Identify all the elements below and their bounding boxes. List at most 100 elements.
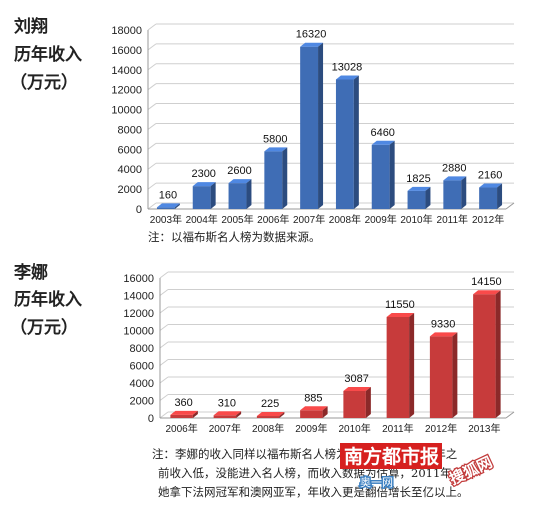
chart2-bar-top (170, 410, 198, 415)
chart1-bar-side (425, 186, 431, 209)
chart2-y-tick-label: 4000 (130, 378, 154, 390)
chart1-y-tick-label: 2000 (118, 184, 142, 196)
watermark-paper: 南方都市报 (344, 445, 439, 468)
watermark: 南方都市报 奥一网 搜狐网 (340, 443, 496, 491)
chart1-x-tick-label: 2011年 (437, 213, 469, 226)
chart2-bar (300, 406, 328, 418)
chart1-bar-front (300, 46, 319, 209)
chart1-bar-top (479, 183, 503, 188)
chart2-grid-slant (159, 306, 169, 314)
chart2-data-label: 14150 (471, 276, 502, 288)
chart1-bar-front (335, 79, 354, 209)
chart2-bar-side (236, 411, 242, 418)
chart1-grid-slant (147, 123, 157, 130)
chart2-bar-top (213, 411, 242, 416)
chart1-y-tick-label: 4000 (118, 164, 142, 176)
chart2-bar-side (409, 312, 415, 418)
chart2-x-tick-label: 2007年 (209, 422, 241, 435)
chart2-bar-top (386, 312, 415, 317)
chart2-data-label: 360 (174, 397, 192, 409)
chart1-bar-side (210, 182, 216, 209)
chart1-grid-slant (147, 43, 157, 51)
chart2-data-label: 885 (304, 392, 322, 404)
chart1-bar-front (156, 207, 175, 209)
chart2-bar-top (473, 290, 501, 295)
chart2-grid-slant (159, 394, 169, 401)
chart1-title-line2: 历年收入 (14, 44, 82, 65)
chart1-floor-edge (505, 202, 515, 210)
chart1-bar-front (264, 151, 283, 209)
chart1-grid-slant (147, 202, 157, 210)
chart2-bar-front (213, 415, 237, 418)
chart1-data-label: 6460 (370, 127, 394, 139)
chart1-data-label: 5800 (263, 133, 287, 145)
chart2-title-line1: 李娜 (14, 262, 48, 283)
chart2-bar-front (473, 294, 496, 418)
chart1-grid-slant (147, 23, 157, 31)
chart2-bar-front (429, 336, 453, 418)
chart2-title-line3: （万元） (10, 317, 78, 338)
chart1-x-tick-label: 2010年 (400, 213, 432, 226)
chart2-note-line3: 她拿下法网冠军和澳网亚军，年收入更是翻倍增长至亿以上。 (158, 485, 469, 499)
chart1-title: 刘翔 历年收入 （万元） (10, 16, 82, 93)
chart1-y-tick-label: 16000 (111, 45, 142, 57)
chart1-bar-side (497, 183, 503, 209)
chart1-data-label: 2600 (227, 165, 251, 177)
chart2-data-label: 310 (218, 397, 236, 409)
chart1-bar (264, 147, 288, 209)
chart1-bar-front (407, 190, 426, 209)
chart2-note-line2: 前收入低，没能进入名人榜，而收入数据为估算，2011年 (158, 466, 452, 480)
chart1-grid-slant (147, 142, 157, 150)
chart2-grid-slant (159, 341, 169, 349)
chart1-bar (479, 183, 503, 209)
chart2-bar (386, 312, 415, 418)
chart1-bar-side (353, 75, 359, 209)
watermark-paper-box (340, 443, 442, 469)
chart1-bar-front (228, 183, 247, 209)
chart1-x-tick-label: 2007年 (293, 213, 325, 226)
chart2-y-tick-label: 10000 (123, 326, 154, 338)
chart1-x-tick-label: 2003年 (150, 213, 182, 226)
chart2-grid-slant (159, 411, 169, 419)
watermark-site: 奥一网 (360, 475, 393, 489)
chart2-bar-front (170, 414, 193, 418)
chart1-title-line1: 刘翔 (14, 16, 48, 37)
chart2-y-tick-label: 8000 (130, 343, 154, 355)
chart1-bar-top (335, 75, 359, 80)
chart2-bar-top (343, 386, 371, 391)
chart1-bar-top (371, 140, 395, 145)
chart1-data-label: 1825 (406, 173, 430, 185)
chart1-bar-side (282, 147, 288, 209)
chart2-bar-side (452, 332, 458, 418)
chart2-bar (256, 412, 285, 418)
chart2-grid-slant (159, 324, 169, 331)
chart1-y-tick-label: 10000 (111, 105, 142, 117)
chart1-y-tick-label: 0 (136, 204, 142, 216)
chart2-title-line2: 历年收入 (14, 289, 82, 310)
chart1-bar-front (479, 187, 498, 209)
chart2-grid-slant (159, 289, 169, 296)
chart1-bar (335, 75, 359, 209)
chart1-bar-top (264, 147, 288, 152)
chart2-data-label: 3087 (344, 373, 368, 385)
chart1-x-tick-label: 2008年 (329, 213, 361, 226)
chart1-data-label: 2300 (191, 168, 215, 180)
chart1-data-label: 13028 (332, 61, 363, 73)
chart1-bar-top (300, 42, 324, 47)
chart2-bar-top (429, 332, 458, 337)
chart1-plot: 0 2000 4000 6000 8000 10000 12000 14000 16000 180… (111, 23, 515, 226)
chart1-x-tick-label: 2005年 (221, 213, 253, 226)
chart1-bar-side (461, 176, 467, 209)
chart1-x-tick-label: 2006年 (257, 213, 289, 226)
chart2-grid-slant (159, 359, 169, 366)
chart2-bar (170, 410, 198, 418)
chart2-floor-edge (505, 411, 515, 419)
chart1-data-label: 2160 (478, 170, 502, 182)
chart1-data-label: 160 (159, 189, 177, 201)
chart2-plot: 0 2000 4000 6000 8000 10000 12000 14000 16000 360… (123, 271, 515, 435)
chart1-grid-slant (147, 103, 157, 110)
chart2-x-tick-label: 2010年 (339, 422, 371, 435)
chart2-x-tick-label: 2011年 (382, 422, 414, 435)
chart2-bar-front (386, 316, 410, 418)
chart2-y-tick-label: 6000 (130, 361, 154, 373)
